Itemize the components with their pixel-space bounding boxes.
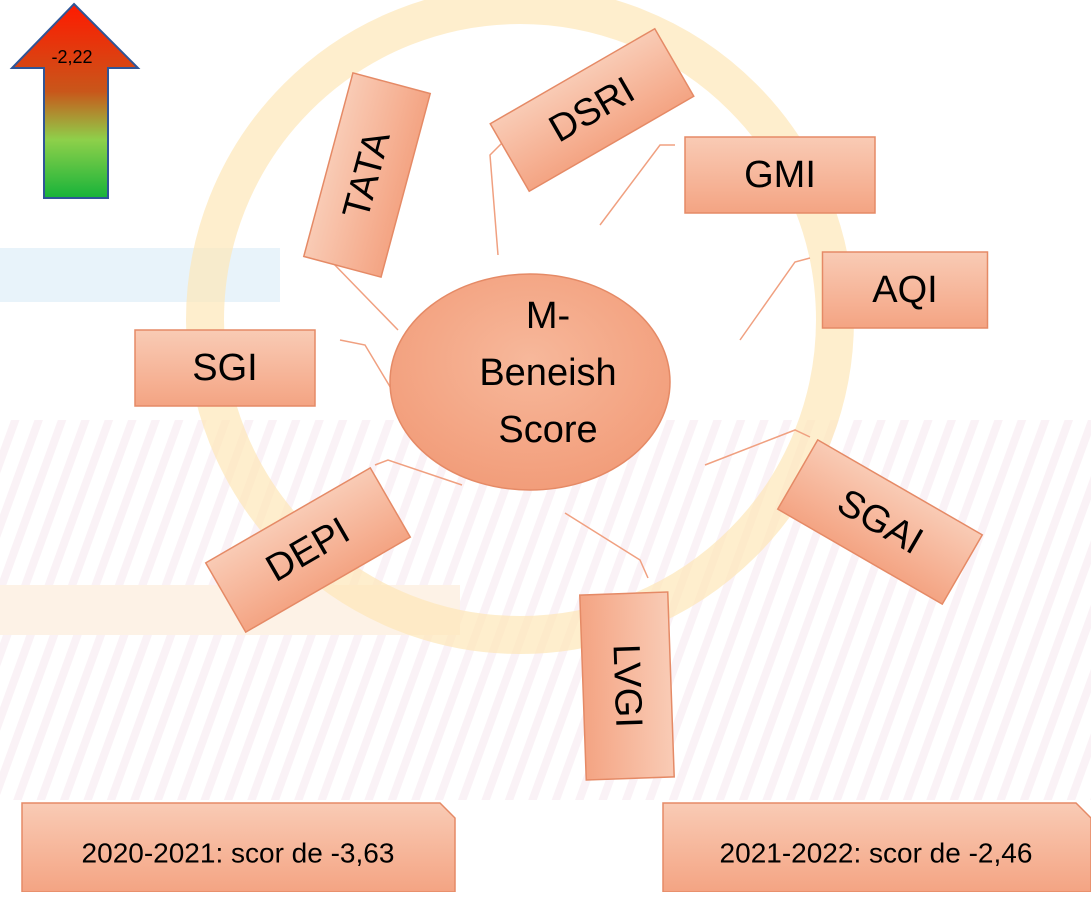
node: DEPI xyxy=(204,466,412,634)
center-ellipse xyxy=(389,273,671,491)
node-box xyxy=(489,27,695,193)
arrow xyxy=(9,2,141,199)
note-box xyxy=(662,802,1091,893)
center-label: Beneish xyxy=(479,352,616,394)
node-box xyxy=(579,591,675,781)
background-band xyxy=(0,248,280,302)
note-text: 2021-2022: scor de -2,46 xyxy=(720,837,1033,868)
center-label: Score xyxy=(498,409,597,451)
node: LVGI xyxy=(579,591,675,781)
node: DSRI xyxy=(489,27,695,193)
node: GMI xyxy=(684,136,876,214)
note-text: 2020-2021: scor de -3,63 xyxy=(82,837,395,868)
node-box xyxy=(821,251,989,329)
node-box xyxy=(302,71,432,279)
center-label: M- xyxy=(526,295,570,337)
node-box xyxy=(776,438,984,606)
node: TATA xyxy=(302,71,432,279)
node-label: LVGI xyxy=(605,643,650,728)
connectors xyxy=(329,139,811,579)
node-box xyxy=(134,329,316,407)
node-label: AQI xyxy=(872,269,937,311)
node-label: GMI xyxy=(744,154,816,196)
node-label: SGI xyxy=(192,347,257,389)
note-box xyxy=(21,802,456,893)
node-box xyxy=(204,466,412,634)
node: SGI xyxy=(134,329,316,407)
arrow-label: -2,22 xyxy=(51,47,92,67)
node: SGAI xyxy=(776,438,984,606)
node: AQI xyxy=(821,251,989,329)
node-box xyxy=(684,136,876,214)
